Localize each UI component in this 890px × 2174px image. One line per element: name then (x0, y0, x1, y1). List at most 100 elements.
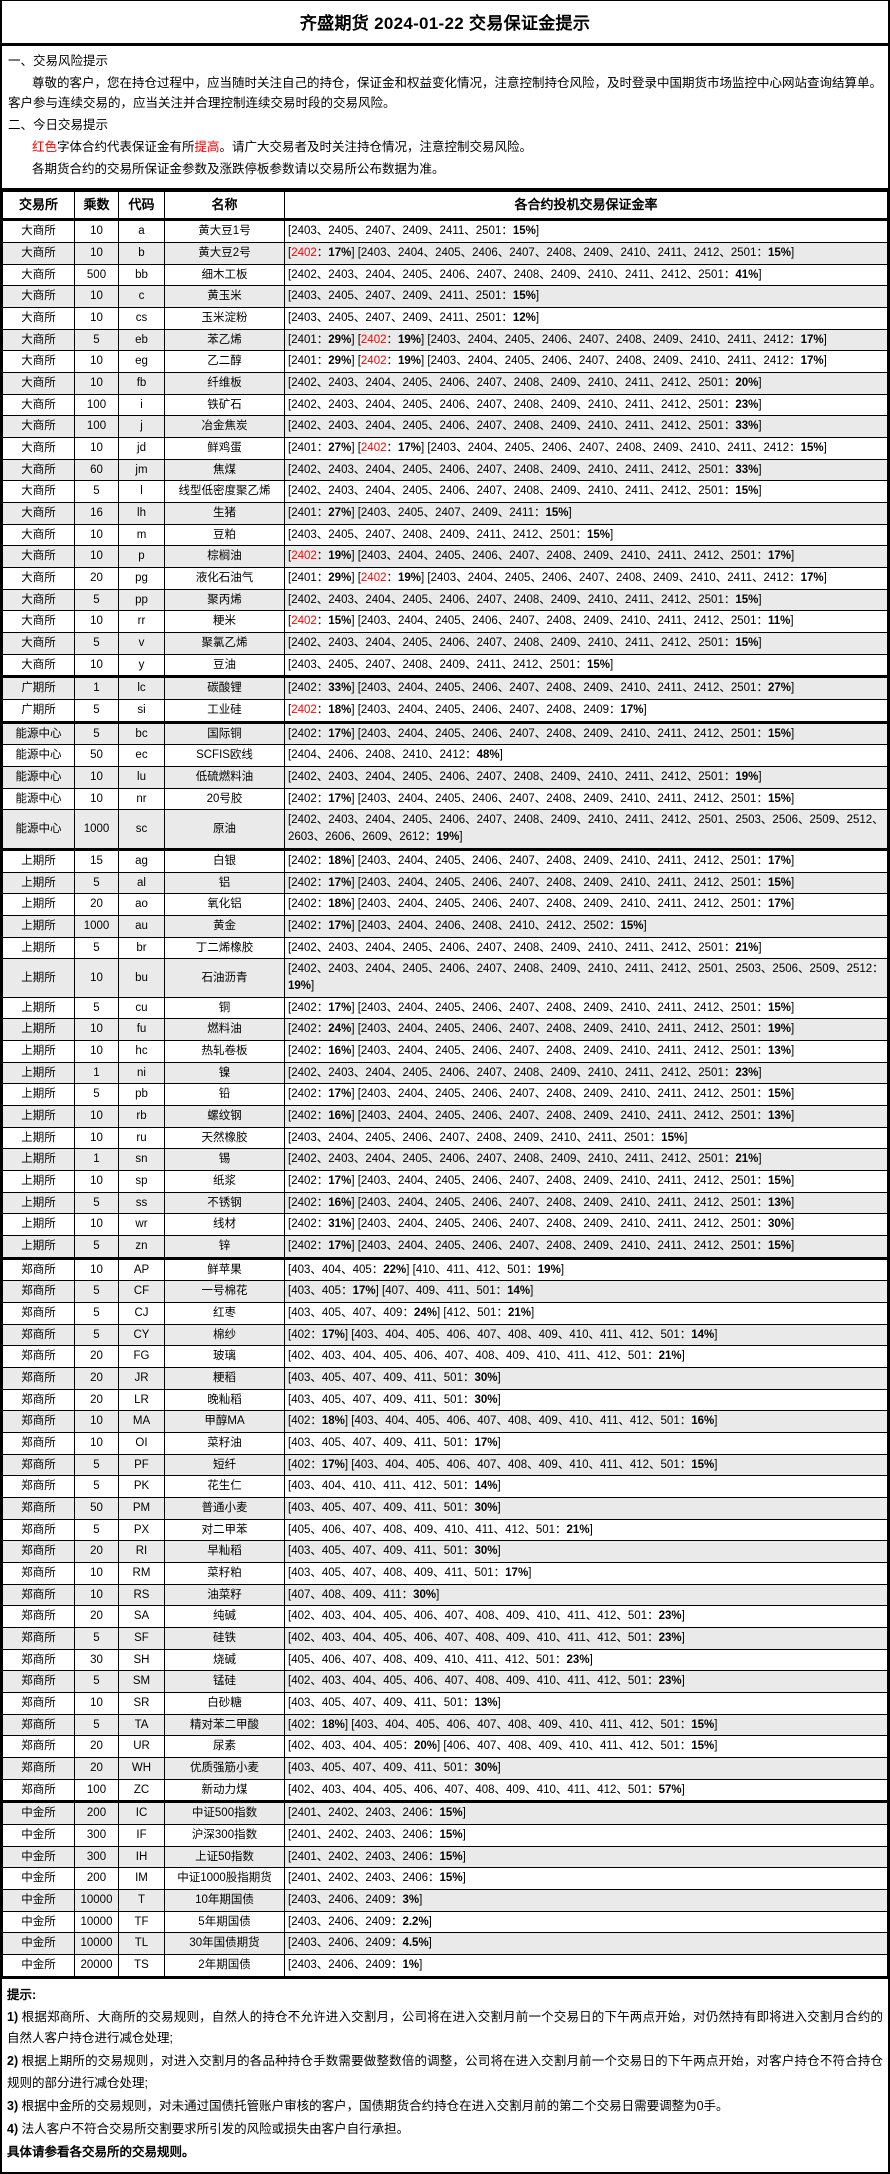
tip-item: 2) 根据上期所的交易规则，对进入交割月的各品种持仓手数需要做整数倍的调整，公司… (7, 2051, 883, 2094)
cell-multiplier: 30 (74, 1648, 119, 1672)
cell-name: 玻璃 (164, 1345, 285, 1368)
cell-margin-rate: [403、405、407、409、411、501：30%] (284, 1540, 888, 1563)
cell-exchange: 大商所 (2, 415, 75, 439)
cell-code: pg (118, 567, 165, 590)
table-row: 上期所 10 sp 纸浆 [2402：17%] [2403、2404、2405、2406… (2, 1169, 888, 1193)
cell-exchange: 中金所 (2, 1800, 75, 1826)
table-row: 大商所 10 y 豆油 [2403、2405、2407、2408、2409、2411、2… (2, 653, 888, 678)
cell-multiplier: 10 (74, 1126, 119, 1150)
cell-exchange: 郑商所 (2, 1757, 75, 1780)
cell-exchange: 能源中心 (2, 787, 75, 811)
cell-code: i (118, 393, 165, 417)
cell-code: ZC (118, 1778, 165, 1803)
cell-name: 纤维板 (164, 372, 285, 395)
cell-multiplier: 5 (74, 1475, 119, 1498)
cell-margin-rate: [2402：18%] [2403、2404、2405、2406、2407、240… (284, 847, 888, 873)
cell-exchange: 大商所 (2, 523, 75, 547)
table-row: 大商所 10 c 黄玉米 [2403、2405、2407、2409、2411、2501：… (2, 285, 888, 309)
cell-name: 焦煤 (164, 458, 285, 482)
cell-multiplier: 5 (74, 480, 119, 504)
cell-margin-rate: [402、403、404、405、406、407、408、409、410、411… (284, 1345, 888, 1368)
cell-exchange: 郑商所 (2, 1713, 75, 1737)
cell-margin-rate: [2403、2406、2409：2.2%] (284, 1910, 888, 1934)
cell-exchange: 郑商所 (2, 1280, 75, 1303)
cell-code: bu (118, 958, 165, 998)
cell-multiplier: 10 (74, 285, 119, 309)
tips-list: 1) 根据郑商所、大商所的交易规则，自然人的持仓不允许进入交割月，公司将在进入交… (7, 2007, 883, 2141)
cell-exchange: 郑商所 (2, 1540, 75, 1563)
cell-code: LR (118, 1388, 165, 1412)
cell-exchange: 大商所 (2, 545, 75, 569)
table-row: 大商所 10 b 黄大豆2号 [2402：17%] [2403、2404、2405、24… (2, 242, 888, 265)
cell-multiplier: 10 (74, 372, 119, 395)
cell-margin-rate: [405、406、407、408、409、410、411、412、501：23%… (284, 1648, 888, 1672)
cell-margin-rate: [2402：31%] [2403、2404、2405、2406、2407、240… (284, 1213, 888, 1236)
cell-margin-rate: [2404、2406、2408、2410、2412：48%] (284, 744, 888, 768)
cell-code: j (118, 415, 165, 439)
table-row: 郑商所 100 ZC 新动力煤 [402、403、404、405、406、407、408… (2, 1778, 888, 1803)
cell-code: au (118, 914, 165, 938)
cell-code: PM (118, 1496, 165, 1520)
cell-exchange: 上期所 (2, 1213, 75, 1236)
risk-notice-heading: 一、交易风险提示 (8, 54, 109, 68)
cell-name: 棕榈油 (164, 545, 285, 569)
cell-name: 氧化铝 (164, 893, 285, 916)
cell-margin-rate: [2402：17%] [2403、2404、2405、2406、2407、240… (284, 242, 888, 265)
cell-multiplier: 20 (74, 1757, 119, 1780)
cell-margin-rate: [2401：27%] [2402：17%] [2403、2404、2405、24… (284, 437, 888, 460)
cell-name: 短纤 (164, 1453, 285, 1477)
col-code: 代码 (118, 190, 165, 222)
cell-code: UR (118, 1735, 165, 1759)
cell-name: 5年期国债 (164, 1910, 285, 1934)
cell-margin-rate: [402、403、404、405、406、407、408、409、410、411… (284, 1778, 888, 1803)
table-row: 上期所 1 sn 锡 [2402、2403、2404、2405、2406、2407、24… (2, 1148, 888, 1171)
cell-name: 黄金 (164, 914, 285, 938)
cell-exchange: 中金所 (2, 1845, 75, 1869)
cell-code: MA (118, 1410, 165, 1433)
cell-name: 烧碱 (164, 1648, 285, 1672)
cell-code: RM (118, 1562, 165, 1585)
cell-margin-rate: [403、405、407、408、409、411、501：17%] (284, 1562, 888, 1585)
cell-name: 精对苯二甲酸 (164, 1713, 285, 1737)
cell-code: ag (118, 847, 165, 873)
cell-code: IM (118, 1867, 165, 1891)
cell-name: 粳稻 (164, 1366, 285, 1390)
cell-name: 热轧卷板 (164, 1039, 285, 1063)
table-row: 上期所 10 fu 燃料油 [2402：24%] [2403、2404、2405、240… (2, 1018, 888, 1041)
cell-name: 纯碱 (164, 1605, 285, 1629)
cell-margin-rate: [2403、2405、2407、2409、2411、2501：12%] (284, 307, 888, 330)
col-exchange: 交易所 (2, 190, 75, 222)
cell-code: SH (118, 1648, 165, 1672)
cell-exchange: 上期所 (2, 996, 75, 1020)
cell-exchange: 郑商所 (2, 1648, 75, 1672)
cell-margin-rate: [403、405、407、409、411、501：30%] (284, 1388, 888, 1412)
table-row: 郑商所 20 RI 早籼稻 [403、405、407、409、411、501：30%] (2, 1540, 888, 1563)
cell-margin-rate: [2403、2405、2407、2409、2411、2501：15%] (284, 218, 888, 244)
cell-exchange: 郑商所 (2, 1366, 75, 1390)
cell-margin-rate: [2402：17%] [2403、2404、2405、2406、2407、240… (284, 787, 888, 811)
cell-exchange: 大商所 (2, 372, 75, 395)
table-row: 上期所 5 br 丁二烯橡胶 [2402、2403、2404、2405、2406、240… (2, 936, 888, 960)
table-row: 大商所 10 m 豆粕 [2403、2405、2407、2408、2409、2411、2… (2, 523, 888, 547)
cell-margin-rate: [2402：17%] [2403、2404、2405、2406、2407、240… (284, 871, 888, 895)
cell-margin-rate: [407、408、409、411：30%] (284, 1583, 888, 1607)
cell-margin-rate: [2401、2402、2403、2406：15%] (284, 1800, 888, 1826)
cell-code: lc (118, 675, 165, 701)
cell-code: PX (118, 1518, 165, 1542)
cell-margin-rate: [2401、2402、2403、2406：15%] (284, 1845, 888, 1869)
table-row: 中金所 300 IH 上证50指数 [2401、2402、2403、2406：15%] (2, 1845, 888, 1869)
cell-code: bc (118, 720, 165, 746)
cell-exchange: 大商所 (2, 263, 75, 287)
table-row: 中金所 10000 TF 5年期国债 [2403、2406、2409：2.2%] (2, 1910, 888, 1934)
cell-multiplier: 5 (74, 1518, 119, 1542)
cell-multiplier: 10 (74, 653, 119, 678)
cell-margin-rate: [403、405、407、409、411、501：30%] (284, 1757, 888, 1780)
cell-code: m (118, 523, 165, 547)
tip-text: 法人客户不符合交易所交割要求所引发的风险或损失由客户自行承担。 (21, 2122, 410, 2137)
cell-name: 花生仁 (164, 1475, 285, 1498)
cell-name: 豆油 (164, 653, 285, 678)
cell-name: SCFIS欧线 (164, 744, 285, 768)
cell-multiplier: 5 (74, 1627, 119, 1650)
table-row: 郑商所 5 CJ 红枣 [403、405、407、409：24%] [412、501：2… (2, 1301, 888, 1325)
cell-exchange: 能源中心 (2, 809, 75, 850)
